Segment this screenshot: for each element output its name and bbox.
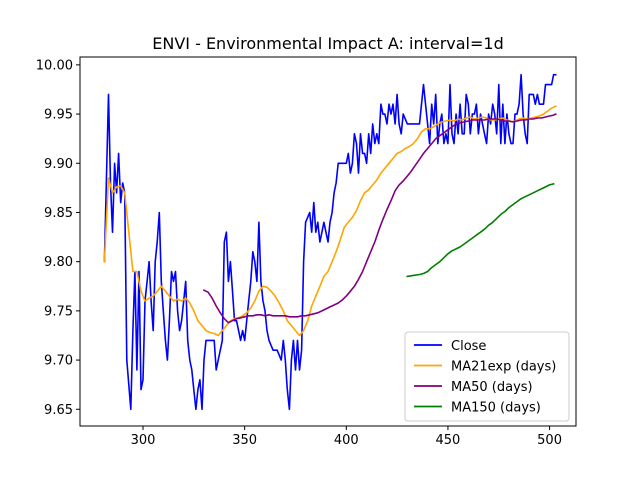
legend-label-2: MA21exp (days) bbox=[451, 360, 556, 375]
series-line-4 bbox=[406, 182, 555, 278]
y-tick-label: 9.75 bbox=[44, 304, 73, 319]
y-tick-label: 9.65 bbox=[44, 403, 73, 418]
legend-label-1: Close bbox=[451, 339, 486, 354]
series-line-3 bbox=[202, 113, 557, 324]
y-tick-label: 9.80 bbox=[44, 255, 73, 270]
legend-label-3: MA50 (days) bbox=[451, 380, 533, 395]
y-tick-label: 9.90 bbox=[44, 157, 73, 172]
y-tick-label: 9.95 bbox=[44, 108, 73, 123]
x-tick-label: 400 bbox=[334, 433, 359, 448]
plot-area bbox=[103, 73, 557, 411]
axes: 300 350 400 450 500 9.65 9.70 9.75 9.80 9.85 9.90 9… bbox=[36, 56, 577, 448]
legend: Close MA21exp (days) MA50 (days) MA150 (day… bbox=[404, 331, 570, 422]
series-line-2 bbox=[103, 105, 557, 337]
x-tick-label: 300 bbox=[131, 433, 156, 448]
legend-label-4: MA150 (days) bbox=[451, 401, 541, 416]
plot-frame bbox=[79, 56, 577, 427]
y-tick-label: 10.00 bbox=[36, 58, 73, 73]
x-tick-label: 450 bbox=[436, 433, 461, 448]
x-tick-label: 350 bbox=[232, 433, 257, 448]
y-tick-label: 9.85 bbox=[44, 206, 73, 221]
chart-title: ENVI - Environmental Impact A: interval=… bbox=[152, 34, 504, 53]
series-line-1 bbox=[103, 73, 557, 411]
legend-box bbox=[404, 331, 570, 422]
y-tick-label: 9.70 bbox=[44, 354, 73, 369]
x-tick-label: 500 bbox=[537, 433, 562, 448]
